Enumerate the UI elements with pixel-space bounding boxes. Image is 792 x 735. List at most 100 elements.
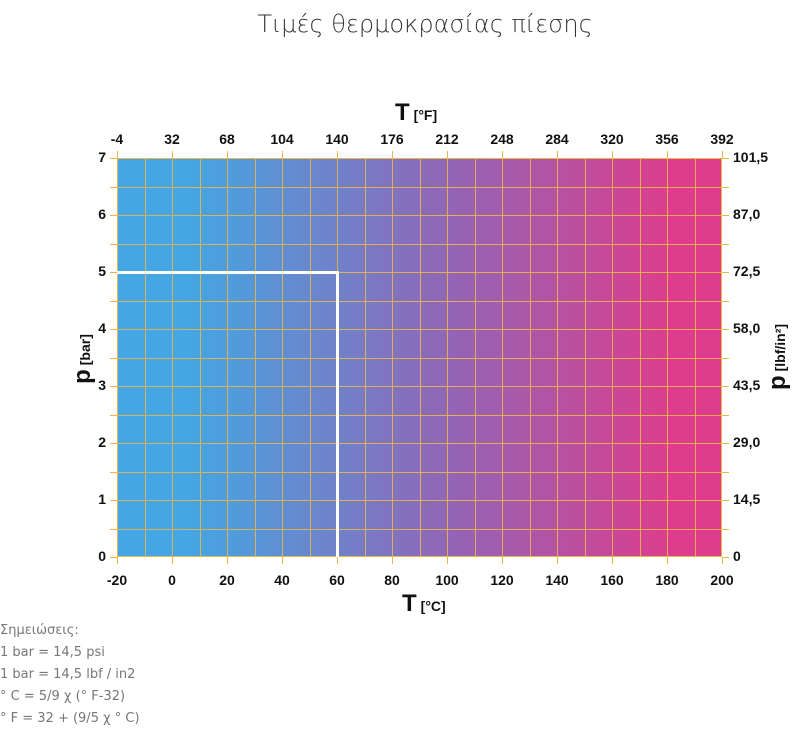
axis-tick-mark [447,557,448,564]
y-tick-label-bar: 0 [98,548,106,564]
axis-tick-mark [722,443,729,444]
x-tick-label-fahrenheit: 68 [219,131,235,147]
bottom-axis-title: T [°C] [402,590,446,618]
x-tick-label-celsius: 60 [329,572,345,588]
axis-tick-mark [110,528,117,530]
y-tick-label-psi: 72,5 [733,263,761,279]
note-line: ° F = 32 + (9/5 χ ° C) [0,711,140,726]
y-tick-label-bar: 5 [98,263,106,279]
axis-tick-mark [557,151,558,158]
axis-tick-mark [722,243,729,245]
left-axis-title-unit: [bar] [77,334,93,366]
x-tick-label-fahrenheit: 248 [490,131,514,147]
y-tick-label-bar: 6 [98,206,106,222]
axis-tick-mark [282,557,283,564]
axis-tick-mark [502,557,503,564]
axis-tick-mark [110,500,117,501]
x-tick-label-fahrenheit: 392 [710,131,734,147]
chart-plot-area [117,158,722,557]
x-tick-label-celsius: -20 [106,572,128,588]
grid-line-horizontal [117,528,722,530]
grid-line-horizontal [117,500,722,501]
axis-tick-mark [447,151,448,158]
notes-section: Σημειώσεις: 1 bar = 14,5 psi 1 bar = 14,… [0,620,140,730]
axis-tick-mark [722,386,729,387]
axis-tick-mark [110,300,117,302]
x-tick-label-celsius: 80 [384,572,400,588]
axis-tick-mark [722,300,729,302]
axis-tick-mark [110,272,117,273]
axis-tick-mark [722,557,723,564]
axis-tick-mark [110,243,117,245]
axis-tick-mark [110,357,117,359]
axis-tick-mark [110,158,117,159]
axis-tick-mark [227,151,228,158]
y-tick-label-psi: 58,0 [733,320,761,336]
bottom-axis-title-main: T [402,590,417,617]
axis-tick-mark [110,443,117,444]
axis-tick-mark [722,329,729,330]
x-tick-label-celsius: 140 [545,572,569,588]
y-tick-label-bar: 3 [98,377,106,393]
x-tick-label-fahrenheit: 356 [655,131,679,147]
page-title: Τιμές θερμοκρασίας πίεσης [257,10,593,38]
y-tick-label-bar: 4 [98,320,106,336]
axis-tick-mark [667,151,668,158]
grid-line-horizontal [117,300,722,302]
axis-tick-mark [117,151,118,158]
axis-tick-mark [392,557,393,564]
grid-line-horizontal [117,243,722,245]
x-tick-label-fahrenheit: -4 [110,131,124,147]
grid-line-horizontal [117,443,722,444]
axis-tick-mark [110,414,117,416]
axis-tick-mark [722,357,729,359]
y-tick-label-psi: 101,5 [733,149,769,165]
x-tick-label-celsius: 200 [710,572,734,588]
axis-tick-mark [337,557,338,564]
axis-tick-mark [110,386,117,387]
axis-tick-mark [557,557,558,564]
limit-marker-line [336,272,339,557]
x-tick-label-celsius: 100 [435,572,459,588]
axis-tick-mark [722,151,723,158]
y-tick-label-bar: 2 [98,434,106,450]
x-tick-label-celsius: 0 [168,572,176,588]
y-tick-label-psi: 87,0 [733,206,761,222]
x-tick-label-fahrenheit: 104 [270,131,294,147]
y-tick-label-bar: 1 [98,491,106,507]
axis-tick-mark [722,528,729,530]
axis-tick-mark [172,557,173,564]
x-tick-label-fahrenheit: 140 [325,131,349,147]
x-tick-label-celsius: 180 [655,572,679,588]
grid-line-horizontal [117,215,722,216]
x-tick-label-fahrenheit: 32 [164,131,180,147]
note-line: 1 bar = 14,5 lbf / in2 [0,667,136,682]
axis-tick-mark [110,215,117,216]
axis-tick-mark [612,151,613,158]
y-tick-label-psi: 29,0 [733,434,761,450]
axis-tick-mark [110,557,117,558]
x-tick-label-celsius: 20 [219,572,235,588]
axis-tick-mark [722,272,729,273]
grid-line-horizontal [117,471,722,473]
top-axis-title-main: T [395,99,410,126]
x-tick-label-fahrenheit: 320 [600,131,624,147]
axis-tick-mark [110,186,117,188]
axis-tick-mark [502,151,503,158]
y-tick-label-psi: 43,5 [733,377,761,393]
axis-tick-mark [722,158,729,159]
x-tick-label-celsius: 40 [274,572,290,588]
axis-tick-mark [110,471,117,473]
axis-tick-mark [612,557,613,564]
grid-line-horizontal [117,414,722,416]
grid-line-horizontal [117,357,722,359]
bottom-axis-title-unit: [°C] [420,598,446,614]
x-tick-label-celsius: 120 [490,572,514,588]
top-axis-title-unit: [°F] [413,107,438,123]
axis-tick-mark [722,215,729,216]
axis-tick-mark [722,500,729,501]
axis-tick-mark [722,186,729,188]
right-axis-title-unit: [lbf/in²] [772,323,788,372]
axis-tick-mark [722,471,729,473]
axis-tick-mark [337,151,338,158]
